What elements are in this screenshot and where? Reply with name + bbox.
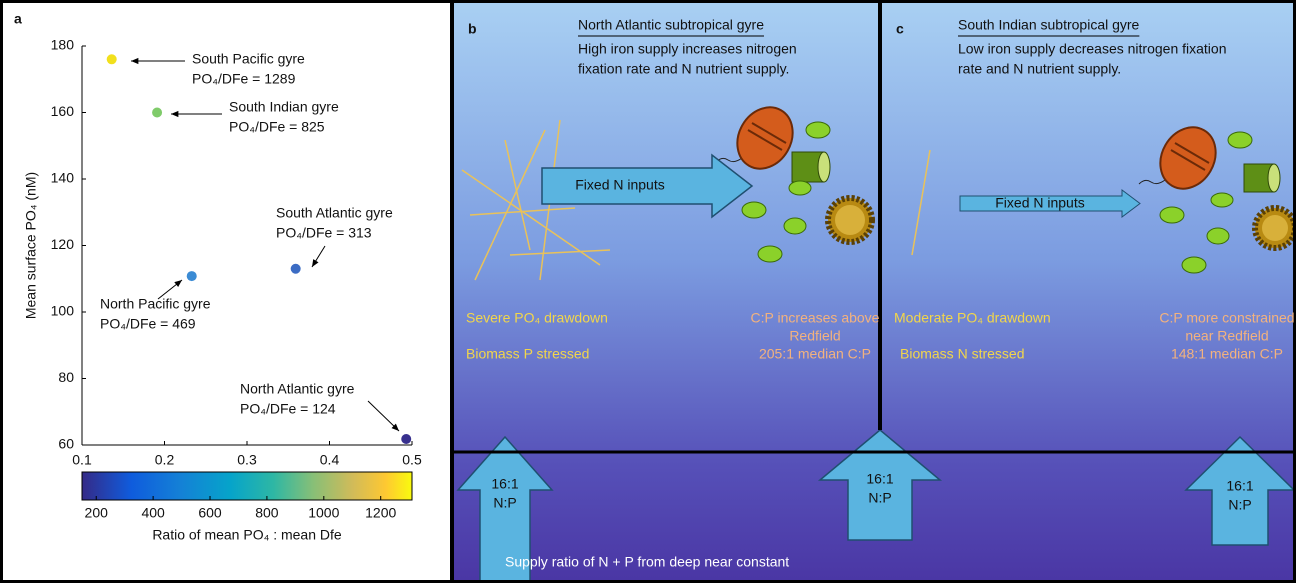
point [152, 108, 162, 118]
up-arrow-label: 16:1 [1226, 478, 1253, 494]
colorbar-tick-label: 400 [141, 505, 165, 521]
footer: Supply ratio of N + P from deep near con… [505, 554, 789, 570]
arrow-label: Fixed N inputs [575, 177, 664, 193]
arrow-label: Fixed N inputs [995, 195, 1084, 211]
up-arrow-label: N:P [493, 495, 516, 511]
cp-text: C:P more constrained [1159, 310, 1294, 326]
cp-text: near Redfield [1185, 328, 1268, 344]
ratio-label: PO₄/DFe = 825 [229, 119, 325, 135]
cp-text: 148:1 median C:P [1171, 346, 1283, 362]
y-tick-label: 120 [51, 236, 75, 252]
stress-text: Biomass N stressed [900, 346, 1024, 362]
arrow-head [131, 58, 138, 64]
panel-label: c [896, 21, 904, 37]
x-tick-label: 0.5 [402, 452, 422, 468]
y-tick-label: 140 [51, 170, 75, 186]
point-name: South Pacific gyre [192, 51, 305, 67]
up-arrow-label: 16:1 [866, 471, 893, 487]
y-tick-label: 180 [51, 37, 75, 53]
point [291, 264, 301, 274]
colorbar-label: Ratio of mean PO₄ : mean Dfe [152, 527, 342, 543]
y-axis-label: Mean surface PO₄ (nM) [23, 172, 39, 319]
point-name: North Atlantic gyre [240, 381, 355, 397]
stress-text: Biomass P stressed [466, 346, 589, 362]
y-tick-label: 60 [58, 436, 74, 452]
point-name: North Pacific gyre [100, 296, 211, 312]
arrow-head [312, 259, 319, 267]
cp-text: Redfield [789, 328, 840, 344]
up-arrow-label: N:P [868, 490, 891, 506]
panel-title: North Atlantic subtropical gyre [578, 17, 764, 33]
colorbar [82, 472, 412, 500]
colorbar-tick-label: 1200 [365, 505, 396, 521]
colorbar-tick-label: 1000 [308, 505, 339, 521]
colorbar-tick-label: 600 [198, 505, 222, 521]
colorbar-tick-label: 200 [85, 505, 109, 521]
x-tick-label: 0.4 [320, 452, 340, 468]
y-tick-label: 160 [51, 103, 75, 119]
point [107, 54, 117, 64]
cp-text: C:P increases above [751, 310, 880, 326]
panel-description: Low iron supply decreases nitrogen fixat… [958, 41, 1227, 57]
point [401, 434, 411, 444]
figure: Supply ratio of N + P from deep near con… [0, 0, 1296, 583]
point-name: South Indian gyre [229, 99, 339, 115]
x-tick-label: 0.1 [72, 452, 92, 468]
up-arrow-label: 16:1 [491, 476, 518, 492]
colorbar-tick-label: 800 [255, 505, 279, 521]
arrow-head [174, 280, 182, 287]
ratio-label: PO₄/DFe = 313 [276, 225, 372, 241]
panel-description: rate and N nutrient supply. [958, 61, 1121, 77]
panel-label: a [14, 11, 22, 27]
y-tick-label: 80 [58, 369, 74, 385]
stress-text: Moderate PO₄ drawdown [894, 310, 1051, 326]
panel-label: b [468, 21, 477, 37]
panel-description: fixation rate and N nutrient supply. [578, 61, 789, 77]
panel-description: High iron supply increases nitrogen [578, 41, 797, 57]
x-tick-label: 0.2 [155, 452, 175, 468]
stress-text: Severe PO₄ drawdown [466, 310, 608, 326]
ratio-label: PO₄/DFe = 469 [100, 316, 196, 332]
ratio-label: PO₄/DFe = 124 [240, 401, 336, 417]
up-arrow-label: N:P [1228, 497, 1251, 513]
point-name: South Atlantic gyre [276, 205, 393, 221]
ratio-label: PO₄/DFe = 1289 [192, 71, 296, 87]
panel-title: South Indian subtropical gyre [958, 17, 1140, 33]
y-tick-label: 100 [51, 303, 75, 319]
cp-text: 205:1 median C:P [759, 346, 871, 362]
arrow-head [171, 111, 178, 117]
x-tick-label: 0.3 [237, 452, 257, 468]
point [187, 271, 197, 281]
